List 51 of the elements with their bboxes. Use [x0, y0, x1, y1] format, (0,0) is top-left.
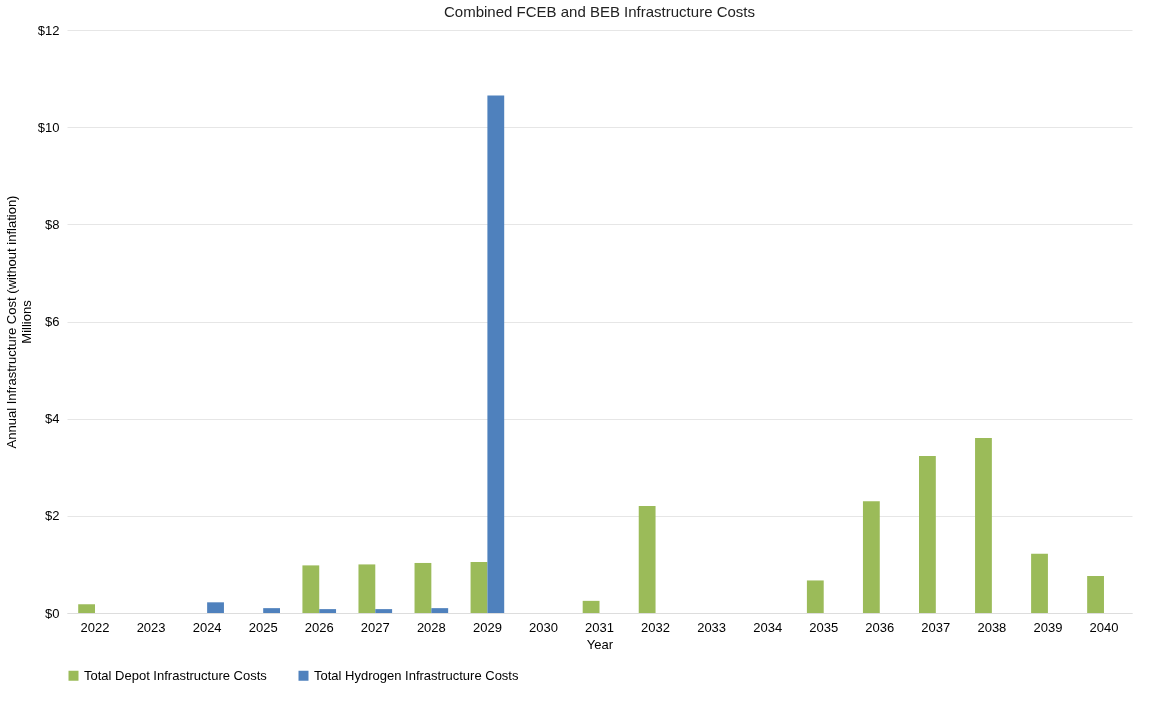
bar: [358, 564, 376, 613]
bar: [263, 608, 280, 613]
x-tick-label: 2029: [472, 619, 502, 635]
bar: [302, 565, 320, 613]
x-tick-label: 2022: [80, 619, 110, 635]
x-tick-label: 2039: [1033, 619, 1063, 635]
bar: [975, 438, 992, 613]
y-tick-label: $2: [45, 508, 60, 524]
x-tick-label: 2023: [136, 619, 166, 635]
chart-title: Combined FCEB and BEB Infrastructure Costs: [444, 3, 755, 20]
x-tick-label: 2024: [192, 619, 222, 635]
bar: [78, 604, 96, 613]
y-tick-label: $4: [45, 411, 60, 427]
y-tick-label: $8: [45, 216, 60, 232]
bar: [470, 561, 488, 613]
bar: [582, 600, 600, 613]
bar: [638, 506, 656, 613]
x-tick-label: 2025: [248, 619, 278, 635]
x-tick-label: 2028: [416, 619, 446, 635]
y-axis-title: Annual Infrastructure Cost (without inflation): [3, 195, 19, 449]
x-tick-label: 2033: [697, 619, 727, 635]
x-tick-label: 2037: [921, 619, 951, 635]
bar: [919, 456, 936, 613]
x-tick-label: 2034: [753, 619, 783, 635]
bar: [319, 609, 337, 613]
bar: [207, 602, 224, 613]
bar: [1031, 553, 1048, 613]
bar: [431, 608, 449, 613]
y-tick-label: $0: [45, 605, 60, 621]
x-tick-label: 2032: [641, 619, 671, 635]
x-tick-label: 2035: [809, 619, 839, 635]
x-tick-label: 2036: [865, 619, 895, 635]
x-tick-label: 2031: [585, 619, 614, 635]
bar: [862, 501, 880, 613]
bar: [487, 95, 505, 613]
x-tick-label: 2027: [360, 619, 390, 635]
bar: [414, 562, 432, 613]
x-tick-label: 2040: [1089, 619, 1119, 635]
bar: [1087, 576, 1104, 613]
y-tick-label: $12: [37, 22, 60, 38]
y-tick-label: $10: [37, 119, 60, 135]
y-tick-label: $6: [45, 314, 60, 329]
text: Millions: [18, 299, 34, 344]
bar: [806, 580, 824, 613]
legend-label: Total Depot Infrastructure Costs: [84, 667, 268, 683]
legend-label: Total Hydrogen Infrastructure Costs: [314, 667, 519, 683]
x-axis-title: Year: [586, 636, 614, 652]
bar: [375, 609, 393, 613]
x-tick-label: 2026: [304, 619, 334, 635]
x-tick-label: 2038: [977, 619, 1007, 635]
x-tick-label: 2030: [528, 619, 558, 635]
